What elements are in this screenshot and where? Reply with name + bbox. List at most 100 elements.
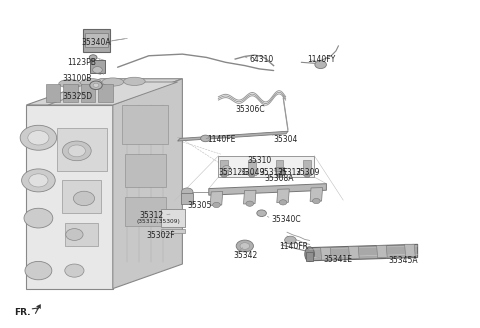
Bar (275, 167, 284, 171)
Polygon shape (26, 79, 182, 105)
Circle shape (201, 135, 210, 142)
Text: 35342: 35342 (234, 251, 258, 260)
Bar (46, 84, 60, 102)
Bar (125, 154, 166, 187)
Bar (125, 197, 166, 226)
Text: 35305: 35305 (187, 201, 212, 211)
Circle shape (89, 55, 97, 60)
Polygon shape (209, 184, 326, 195)
Circle shape (221, 174, 227, 177)
Text: 35308A: 35308A (264, 174, 293, 183)
Bar (57, 128, 107, 171)
Polygon shape (310, 244, 418, 261)
Circle shape (22, 169, 55, 192)
Ellipse shape (81, 79, 102, 87)
Polygon shape (310, 188, 323, 201)
Text: 35310: 35310 (247, 156, 272, 165)
Ellipse shape (59, 80, 80, 88)
Text: 35340C: 35340C (271, 215, 301, 224)
Text: 33100B: 33100B (62, 73, 92, 83)
Text: 35341E: 35341E (323, 255, 352, 264)
Text: 1123PB: 1123PB (67, 58, 96, 68)
Text: 35312: 35312 (139, 211, 163, 220)
Circle shape (65, 264, 84, 277)
Polygon shape (36, 304, 41, 309)
Bar (181, 193, 193, 204)
Circle shape (90, 81, 102, 90)
Bar (276, 160, 283, 175)
Circle shape (279, 200, 287, 205)
Circle shape (223, 166, 230, 171)
Polygon shape (26, 105, 113, 289)
Circle shape (315, 61, 326, 69)
Polygon shape (113, 79, 182, 289)
Text: 33049: 33049 (240, 168, 264, 177)
Circle shape (246, 201, 253, 206)
Bar (98, 84, 113, 102)
Bar (306, 252, 313, 261)
Text: 35306C: 35306C (235, 105, 265, 114)
Text: 35312G: 35312G (218, 168, 249, 177)
Text: 35325D: 35325D (62, 92, 93, 101)
Bar (81, 84, 95, 102)
Polygon shape (277, 189, 289, 203)
Ellipse shape (305, 247, 314, 262)
Text: (35312,35309): (35312,35309) (136, 219, 180, 224)
Polygon shape (405, 244, 415, 256)
Text: FR.: FR. (14, 308, 31, 317)
Text: 35309: 35309 (295, 168, 320, 177)
Circle shape (236, 240, 253, 252)
Polygon shape (377, 245, 387, 258)
Polygon shape (210, 192, 223, 205)
Bar (220, 160, 228, 175)
Circle shape (29, 174, 48, 187)
Circle shape (276, 174, 282, 177)
Circle shape (257, 210, 266, 216)
FancyBboxPatch shape (83, 29, 110, 52)
Bar (248, 160, 256, 175)
Circle shape (20, 125, 57, 150)
Circle shape (68, 145, 85, 157)
Polygon shape (321, 248, 331, 260)
Bar (62, 180, 101, 213)
Text: 35302F: 35302F (146, 231, 175, 240)
Circle shape (73, 191, 95, 206)
Circle shape (62, 141, 91, 161)
Bar (303, 160, 311, 175)
Circle shape (213, 202, 220, 208)
Circle shape (181, 188, 193, 196)
Polygon shape (243, 190, 256, 204)
Text: 35304: 35304 (274, 135, 298, 144)
Bar (85, 33, 108, 47)
Ellipse shape (124, 77, 145, 85)
Text: 1140FE: 1140FE (207, 135, 236, 144)
Ellipse shape (102, 78, 124, 86)
Circle shape (24, 208, 53, 228)
Circle shape (93, 83, 99, 87)
Circle shape (312, 198, 320, 204)
Circle shape (249, 174, 255, 177)
Circle shape (240, 243, 250, 249)
Bar (218, 156, 314, 177)
Text: 1140FR: 1140FR (279, 242, 308, 251)
Circle shape (66, 229, 83, 240)
Bar (161, 209, 185, 227)
Bar (122, 105, 168, 144)
Text: 1140FY: 1140FY (307, 54, 336, 64)
Text: 35312F: 35312F (259, 168, 288, 177)
Circle shape (28, 131, 49, 145)
Text: 35340A: 35340A (82, 38, 111, 47)
Bar (65, 223, 98, 246)
Text: 35345A: 35345A (389, 256, 419, 265)
Bar (161, 229, 185, 233)
Polygon shape (178, 131, 288, 141)
Circle shape (25, 261, 52, 280)
Circle shape (304, 174, 310, 177)
Polygon shape (48, 82, 178, 105)
Text: 64310: 64310 (250, 54, 274, 64)
Bar (63, 84, 78, 102)
Bar (90, 60, 105, 73)
Circle shape (93, 67, 102, 73)
Text: 35312: 35312 (277, 168, 301, 177)
Circle shape (285, 236, 296, 244)
